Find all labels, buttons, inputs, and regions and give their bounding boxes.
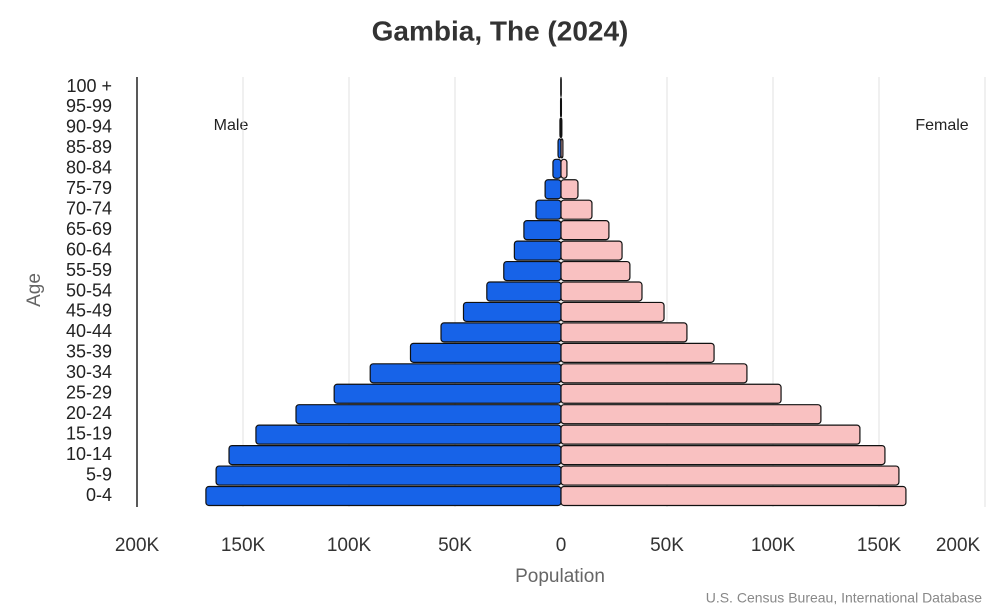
bar-male <box>552 158 562 179</box>
bar-male <box>205 485 562 507</box>
bar-female <box>560 485 907 507</box>
bar-male <box>295 404 562 425</box>
y-tick-label: 45-49 <box>66 301 112 321</box>
bar-male <box>544 179 562 200</box>
bar-male <box>523 220 562 241</box>
y-tick-label: 20-24 <box>66 403 112 423</box>
legend-female: Female <box>915 117 968 134</box>
y-tick-label: 10-14 <box>66 444 112 464</box>
bar-male <box>535 199 562 220</box>
chart-title: Gambia, The (2024) <box>372 15 629 46</box>
y-axis-label: Age <box>24 273 45 307</box>
x-tick-label: 150K <box>857 535 902 556</box>
y-tick-label: 100 + <box>66 76 112 96</box>
x-axis-label: Population <box>515 566 605 587</box>
bar-female <box>560 117 563 139</box>
x-tick-label: 150K <box>221 535 266 556</box>
bar-female <box>560 260 631 282</box>
bar-male <box>255 424 562 445</box>
y-tick-label: 5-9 <box>86 464 112 484</box>
x-tick-label: 50K <box>438 535 472 556</box>
bar-female <box>560 424 861 445</box>
y-tick-label: 40-44 <box>66 321 112 341</box>
y-tick-label: 15-19 <box>66 423 112 443</box>
bar-female <box>560 220 610 241</box>
bar-female <box>560 445 886 466</box>
x-tick-label: 200K <box>936 535 981 556</box>
y-tick-label: 35-39 <box>66 342 112 362</box>
bar-female <box>560 465 900 486</box>
bar-male <box>228 445 562 466</box>
y-tick-label: 25-29 <box>66 383 112 403</box>
y-tick-label: 75-79 <box>66 178 112 198</box>
x-tick-label: 100K <box>751 535 796 556</box>
bar-male <box>462 301 562 323</box>
bar-male <box>409 342 562 363</box>
bar-male <box>503 260 562 282</box>
legend-male: Male <box>214 117 249 134</box>
x-tick-label: 200K <box>115 535 160 556</box>
y-tick-label: 95-99 <box>66 96 112 116</box>
bar-male <box>486 281 562 302</box>
bar-female <box>560 383 782 404</box>
x-tick-label: 0 <box>556 535 567 556</box>
bar-female <box>560 179 579 200</box>
bar-female <box>560 240 623 261</box>
bar-male <box>369 363 562 384</box>
y-tick-label: 0-4 <box>86 485 112 505</box>
y-tick-label: 60-64 <box>66 239 112 259</box>
bar-female <box>560 322 688 343</box>
y-tick-label: 30-34 <box>66 362 112 382</box>
bar-female <box>560 301 665 323</box>
bar-female <box>560 404 822 425</box>
bar-female <box>560 199 593 220</box>
bar-female <box>560 138 564 159</box>
y-tick-label: 55-59 <box>66 260 112 280</box>
bar-male <box>440 322 562 343</box>
x-tick-label: 50K <box>650 535 684 556</box>
y-tick-label: 70-74 <box>66 198 112 218</box>
y-tick-label: 80-84 <box>66 158 112 178</box>
bar-male <box>215 465 562 486</box>
y-tick-label: 65-69 <box>66 219 112 239</box>
bar-female <box>560 363 748 384</box>
y-tick-label: 90-94 <box>66 117 112 137</box>
y-tick-label: 50-54 <box>66 280 112 300</box>
bar-male <box>513 240 562 261</box>
source-note: U.S. Census Bureau, International Databa… <box>706 590 982 606</box>
bar-female <box>560 342 715 363</box>
x-tick-label: 100K <box>327 535 372 556</box>
y-tick-label: 85-89 <box>66 137 112 157</box>
bar-male <box>333 383 562 404</box>
bar-female <box>560 281 643 302</box>
bar-female <box>560 158 568 179</box>
